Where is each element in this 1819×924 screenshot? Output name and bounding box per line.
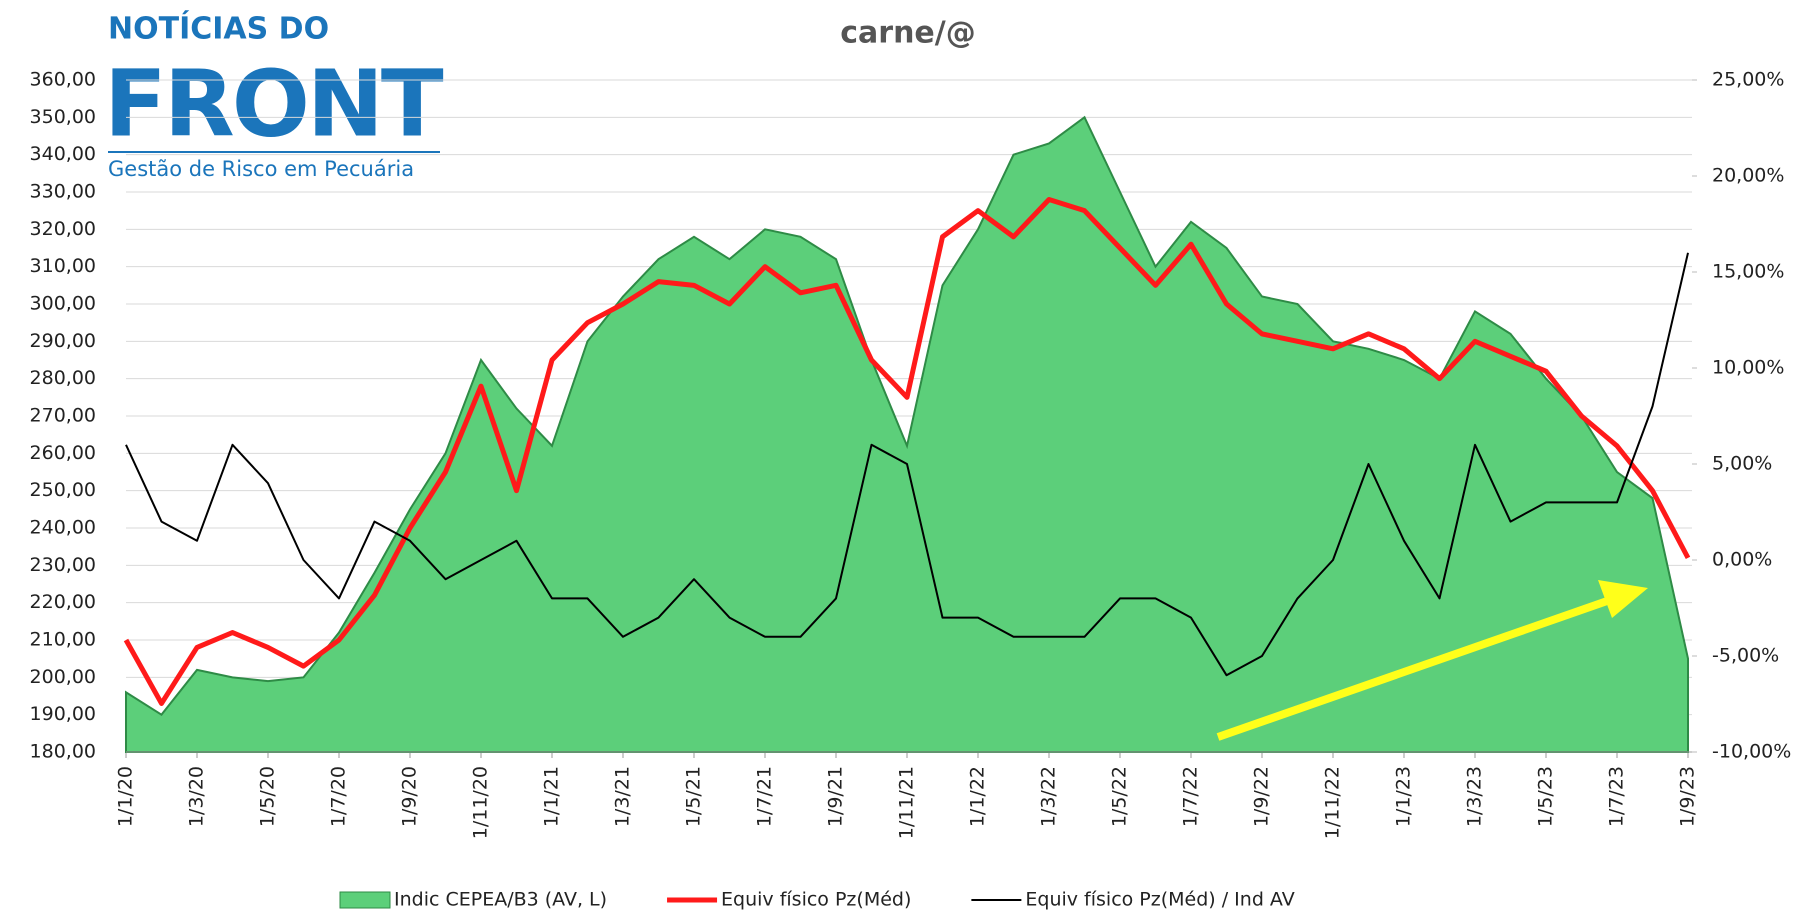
- y-tick-label: 230,00: [30, 554, 96, 576]
- y2-tick-label: 5,00%: [1712, 453, 1772, 475]
- x-tick-label: 1/1/22: [967, 766, 989, 827]
- y-tick-label: 250,00: [30, 479, 96, 501]
- x-tick-label: 1/9/21: [825, 766, 847, 827]
- y-tick-label: 320,00: [30, 218, 96, 240]
- y-tick-label: 330,00: [30, 181, 96, 203]
- y-tick-label: 260,00: [30, 442, 96, 464]
- x-tick-label: 1/11/21: [896, 766, 918, 839]
- y-tick-label: 270,00: [30, 405, 96, 427]
- y-tick-label: 360,00: [30, 69, 96, 91]
- x-tick-label: 1/9/22: [1251, 766, 1273, 827]
- y2-tick-label: 20,00%: [1712, 165, 1784, 187]
- x-tick-label: 1/7/23: [1606, 766, 1628, 827]
- y2-tick-label: 10,00%: [1712, 357, 1784, 379]
- line: [125, 252, 1689, 677]
- x-tick-label: 1/5/23: [1535, 766, 1557, 827]
- x-tick-label: 1/5/20: [257, 766, 279, 827]
- x-tick-label: 1/1/20: [115, 766, 137, 827]
- y-tick-label: 310,00: [30, 255, 96, 277]
- legend-label: Equiv físico Pz(Méd) / Ind AV: [1025, 889, 1294, 911]
- logo-tagline: Gestão de Risco em Pecuária: [108, 157, 414, 181]
- annotation-arrowhead: [1598, 580, 1648, 618]
- logo-brand: FRONT: [104, 50, 444, 157]
- x-tick-label: 1/9/20: [399, 766, 421, 827]
- x-tick-label: 1/3/23: [1464, 766, 1486, 827]
- y2-tick-label: -10,00%: [1712, 741, 1791, 763]
- x-tick-label: 1/3/22: [1038, 766, 1060, 827]
- legend-swatch: [339, 891, 391, 909]
- area: [125, 115, 1689, 753]
- y-tick-label: 350,00: [30, 106, 96, 128]
- y-tick-label: 300,00: [30, 293, 96, 315]
- x-tick-label: 1/3/20: [186, 766, 208, 827]
- y-tick-label: 340,00: [30, 143, 96, 165]
- x-tick-label: 1/1/23: [1393, 766, 1415, 827]
- y2-tick-label: -5,00%: [1712, 645, 1779, 667]
- y-tick-label: 180,00: [30, 741, 96, 763]
- chart-title: carne/@: [840, 16, 975, 51]
- annotation-arrow: [1216, 596, 1612, 741]
- x-tick-label: 1/7/21: [754, 766, 776, 827]
- x-tick-label: 1/11/20: [470, 766, 492, 839]
- y-tick-label: 210,00: [30, 629, 96, 651]
- y2-tick-label: 15,00%: [1712, 261, 1784, 283]
- x-tick-label: 1/7/22: [1180, 766, 1202, 827]
- y-tick-label: 240,00: [30, 517, 96, 539]
- logo: NOTÍCIAS DO FRONT Gestão de Risco em Pec…: [104, 11, 447, 182]
- x-tick-label: 1/3/21: [612, 766, 634, 827]
- y-tick-label: 190,00: [30, 703, 96, 725]
- y-tick-label: 200,00: [30, 666, 96, 688]
- logo-top: NOTÍCIAS DO: [108, 11, 329, 47]
- x-tick-label: 1/5/22: [1109, 766, 1131, 827]
- x-tick-label: 1/11/22: [1322, 766, 1344, 839]
- x-tick-label: 1/5/21: [683, 766, 705, 827]
- y-tick-label: 280,00: [30, 367, 96, 389]
- legend-label: Indic CEPEA/B3 (AV, L): [394, 889, 607, 911]
- y2-tick-label: 25,00%: [1712, 69, 1784, 91]
- legend-label: Equiv físico Pz(Méd): [721, 889, 911, 911]
- x-tick-label: 1/9/23: [1677, 766, 1699, 827]
- y2-tick-label: 0,00%: [1712, 549, 1772, 571]
- x-tick-label: 1/7/20: [328, 766, 350, 827]
- x-tick-label: 1/1/21: [541, 766, 563, 827]
- line: [123, 196, 1691, 706]
- y-tick-label: 220,00: [30, 591, 96, 613]
- y-tick-label: 290,00: [30, 330, 96, 352]
